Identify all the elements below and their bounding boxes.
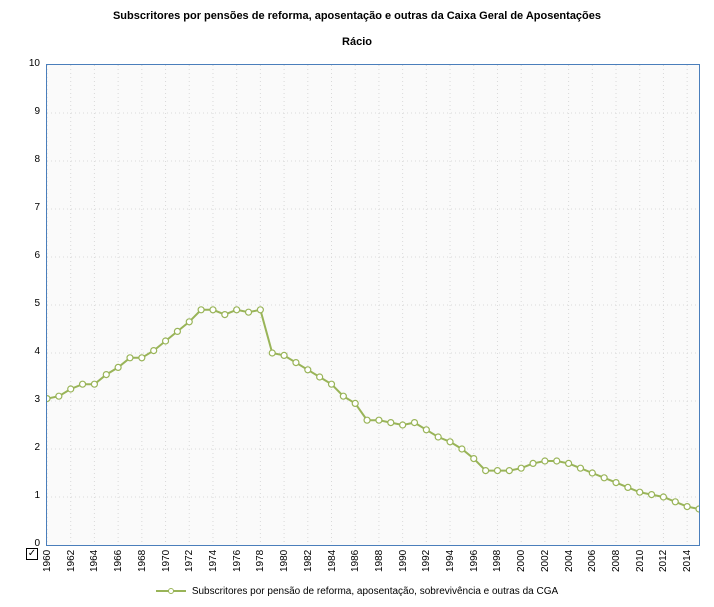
y-axis-tick: 9 bbox=[10, 106, 40, 117]
y-axis-tick: 6 bbox=[10, 250, 40, 261]
x-axis-tick: 1962 bbox=[66, 550, 77, 572]
x-axis-tick: 1974 bbox=[208, 550, 219, 572]
x-axis-tick: 1996 bbox=[469, 550, 480, 572]
y-axis-tick: 3 bbox=[10, 394, 40, 405]
x-axis-tick: 1984 bbox=[327, 550, 338, 572]
x-axis-tick: 1966 bbox=[113, 550, 124, 572]
x-axis-tick: 2004 bbox=[564, 550, 575, 572]
x-axis-tick: 1986 bbox=[350, 550, 361, 572]
x-axis-tick: 1994 bbox=[445, 550, 456, 572]
y-axis-tick: 5 bbox=[10, 298, 40, 309]
y-axis-tick: 8 bbox=[10, 154, 40, 165]
x-axis-tick: 1970 bbox=[161, 550, 172, 572]
y-axis-tick: 1 bbox=[10, 490, 40, 501]
legend-label: Subscritores por pensão de reforma, apos… bbox=[192, 586, 558, 597]
x-axis-tick: 1976 bbox=[232, 550, 243, 572]
x-axis-tick: 1964 bbox=[89, 550, 100, 572]
x-axis-tick: 1990 bbox=[398, 550, 409, 572]
legend-marker bbox=[156, 586, 186, 596]
x-axis-tick: 1992 bbox=[421, 550, 432, 572]
x-axis-tick: 2006 bbox=[587, 550, 598, 572]
x-axis-tick: 1972 bbox=[184, 550, 195, 572]
x-axis-tick: 2012 bbox=[658, 550, 669, 572]
plot-area bbox=[46, 64, 700, 546]
x-axis-tick: 1980 bbox=[279, 550, 290, 572]
legend-toggle-checkbox[interactable]: ✓ bbox=[26, 548, 38, 560]
x-axis-tick: 2000 bbox=[516, 550, 527, 572]
y-axis-tick: 4 bbox=[10, 346, 40, 357]
y-axis-tick: 10 bbox=[10, 58, 40, 69]
x-axis-tick: 1982 bbox=[303, 550, 314, 572]
x-axis-tick: 1978 bbox=[255, 550, 266, 572]
x-axis-tick: 1988 bbox=[374, 550, 385, 572]
y-axis-tick: 7 bbox=[10, 202, 40, 213]
y-axis-tick: 2 bbox=[10, 442, 40, 453]
x-axis-tick: 1968 bbox=[137, 550, 148, 572]
x-axis-tick: 2014 bbox=[682, 550, 693, 572]
x-axis-tick: 2008 bbox=[611, 550, 622, 572]
x-axis-tick: 1960 bbox=[42, 550, 53, 572]
chart-title: Subscritores por pensões de reforma, apo… bbox=[0, 0, 714, 22]
x-axis-tick: 2002 bbox=[540, 550, 551, 572]
x-axis-tick: 1998 bbox=[492, 550, 503, 572]
chart-subtitle: Rácio bbox=[0, 22, 714, 48]
x-axis-tick: 2010 bbox=[635, 550, 646, 572]
line-chart bbox=[47, 65, 699, 545]
legend: Subscritores por pensão de reforma, apos… bbox=[0, 586, 714, 597]
